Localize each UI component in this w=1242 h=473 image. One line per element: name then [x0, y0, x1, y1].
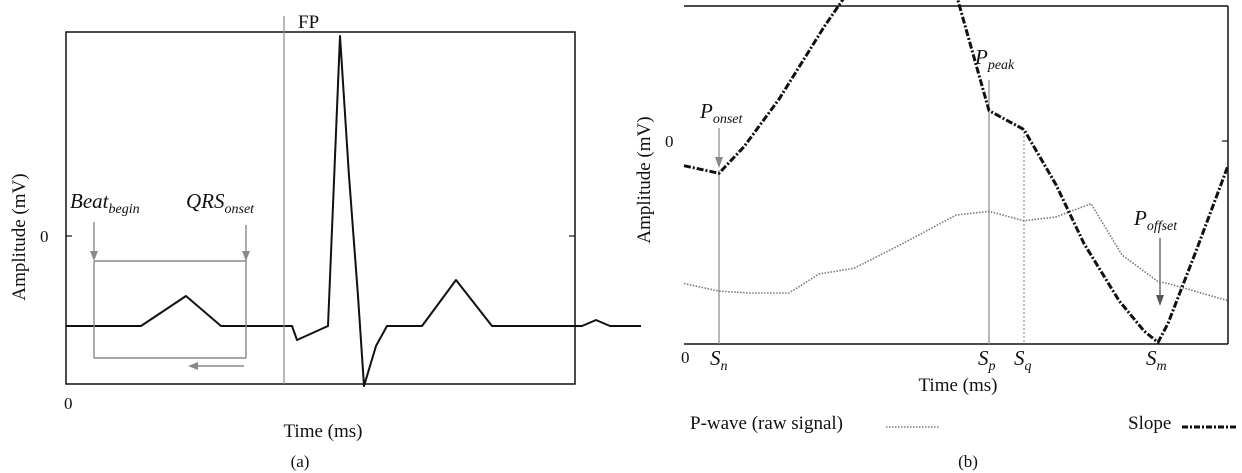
sp-label: Sp — [978, 346, 996, 374]
beat-begin-label: Beatbegin — [70, 189, 140, 217]
direction-arrowhead — [188, 362, 198, 370]
ecg-beat-line — [66, 35, 641, 387]
sm-label: Sm — [1146, 346, 1167, 374]
fp-label: FP — [298, 12, 319, 33]
panel-b-x-axis-label: Time (ms) — [918, 375, 997, 396]
panel-b-x-zero-label: 0 — [681, 348, 690, 367]
qrs-onset-label: QRSonset — [186, 189, 255, 217]
panel-b-y-axis-label: Amplitude (mV) — [634, 116, 655, 243]
sq-label: Sq — [1014, 346, 1032, 374]
beat-bracket — [93, 222, 247, 367]
qrs-onset-arrowhead — [242, 251, 250, 261]
panel-a-frame — [65, 31, 576, 385]
panel-b: Ponset Ppeak Poffset Sn Sp Sq Sm 0 0 Amp… — [634, 0, 1236, 471]
beat-begin-arrowhead — [90, 251, 98, 261]
legend-raw-signal-label: P-wave (raw signal) — [690, 413, 843, 434]
p-wave-raw-signal-line — [683, 202, 1229, 302]
legend: P-wave (raw signal) Slope — [690, 413, 1236, 434]
p-offset-arrowhead — [1156, 295, 1164, 306]
slope-line — [683, 0, 1230, 344]
panel-b-caption: (b) — [958, 452, 978, 471]
panel-a-x-zero-label: 0 — [64, 394, 73, 413]
sn-label: Sn — [710, 346, 728, 374]
panel-a: FP Beatbegin QRSonset 0 0 Amplitude (mV)… — [9, 12, 641, 471]
panel-a-caption: (a) — [291, 452, 310, 471]
panel-a-plot — [66, 35, 641, 387]
p-peak-label: Ppeak — [974, 45, 1015, 73]
p-onset-label: Ponset — [699, 99, 743, 127]
panel-b-plot — [683, 0, 1230, 344]
panel-a-x-axis-label: Time (ms) — [283, 421, 362, 442]
p-onset-arrowhead — [715, 157, 723, 168]
legend-slope-label: Slope — [1128, 413, 1171, 434]
panel-a-y-axis-label: Amplitude (mV) — [9, 173, 30, 300]
panel-a-y-zero-label: 0 — [40, 227, 49, 246]
panel-b-y-zero-label: 0 — [665, 132, 674, 151]
p-offset-label: Poffset — [1133, 206, 1178, 234]
